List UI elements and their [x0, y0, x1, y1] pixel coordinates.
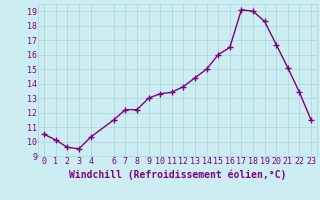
X-axis label: Windchill (Refroidissement éolien,°C): Windchill (Refroidissement éolien,°C) [69, 169, 286, 180]
